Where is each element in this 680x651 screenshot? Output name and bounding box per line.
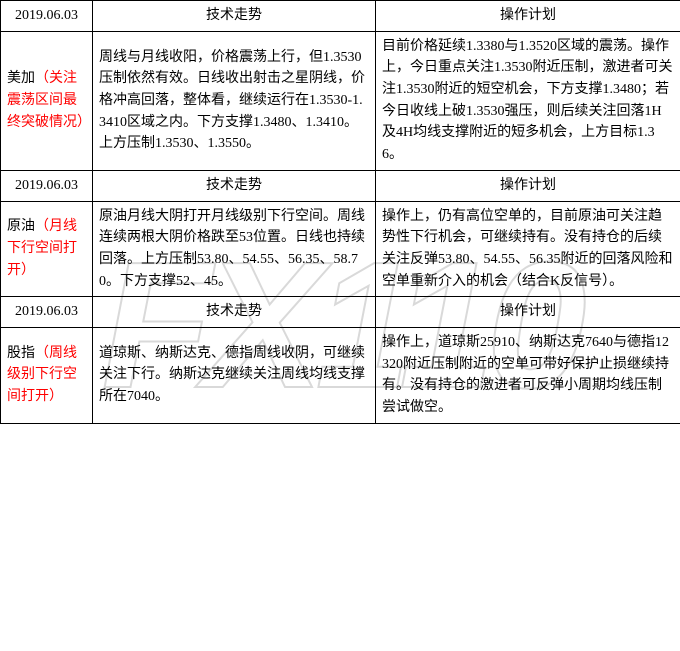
trend-cell: 周线与月线收阳，价格震荡上行，但1.3530压制依然有效。日线收出射击之星阴线，… (93, 31, 376, 170)
instrument-name: 美加 (7, 71, 35, 86)
date-cell: 2019.06.03 (1, 1, 93, 32)
trend-cell: 道琼斯、纳斯达克、德指周线收阴，可继续关注下行。纳斯达克继续关注周线均线支撑所在… (93, 327, 376, 423)
analysis-table: 2019.06.03技术走势操作计划美加（关注震荡区间最终突破情况）周线与月线收… (0, 0, 680, 424)
instrument-name: 原油 (7, 219, 35, 234)
instrument-label: 原油（月线下行空间打开） (1, 201, 93, 297)
instrument-label: 股指（周线级别下行空间打开） (1, 327, 93, 423)
plan-header: 操作计划 (376, 1, 680, 32)
instrument-label: 美加（关注震荡区间最终突破情况） (1, 31, 93, 170)
plan-header: 操作计划 (376, 170, 680, 201)
date-cell: 2019.06.03 (1, 170, 93, 201)
trend-header: 技术走势 (93, 297, 376, 328)
plan-header: 操作计划 (376, 297, 680, 328)
trend-header: 技术走势 (93, 1, 376, 32)
plan-cell: 操作上，仍有高位空单的，目前原油可关注趋势性下行机会，可继续持有。没有持仓的后续… (376, 201, 680, 297)
plan-cell: 目前价格延续1.3380与1.3520区域的震荡。操作上，今日重点关注1.353… (376, 31, 680, 170)
trend-header: 技术走势 (93, 170, 376, 201)
instrument-name: 股指 (7, 346, 35, 361)
trend-cell: 原油月线大阴打开月线级别下行空间。周线连续两根大阴价格跌至53位置。日线也持续回… (93, 201, 376, 297)
date-cell: 2019.06.03 (1, 297, 93, 328)
plan-cell: 操作上，道琼斯25910、纳斯达克7640与德指12320附近压制附近的空单可带… (376, 327, 680, 423)
